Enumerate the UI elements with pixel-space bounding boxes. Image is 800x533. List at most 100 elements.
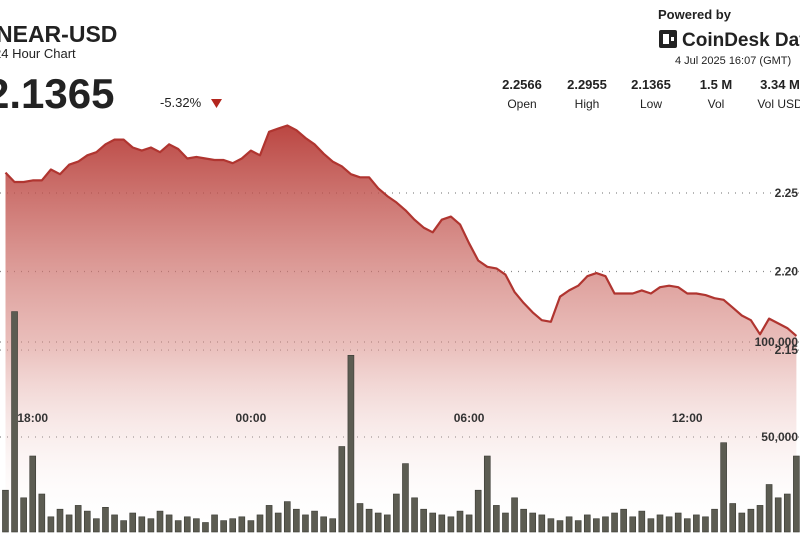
stat-value: 2.2955 bbox=[567, 77, 607, 92]
volume-bar bbox=[729, 503, 737, 533]
stat-label: Open bbox=[507, 97, 536, 111]
symbol: NEAR-USD bbox=[0, 21, 117, 47]
volume-bar bbox=[11, 311, 18, 533]
volume-bar bbox=[602, 516, 609, 533]
volume-bar bbox=[429, 512, 437, 533]
labels: 2.15 2.20 2.25 50,000 100,000 18:00 00:00 06:00… bbox=[17, 186, 798, 444]
volume-bar bbox=[29, 455, 37, 533]
volume-bar bbox=[647, 518, 655, 533]
volume-bar bbox=[720, 442, 727, 533]
plot-area: 2.15 2.20 2.25 50,000 100,000 18:00 00:00 06:00… bbox=[0, 124, 800, 533]
stat-value: 3.34 M bbox=[760, 77, 800, 92]
volume-bar bbox=[547, 518, 555, 533]
stat-label: High bbox=[575, 97, 600, 111]
y-tick-label: 2.20 bbox=[775, 265, 799, 279]
volume-bar bbox=[93, 518, 100, 533]
volume-bar bbox=[711, 508, 718, 533]
powered-by: Powered by bbox=[658, 7, 732, 22]
x-tick-label: 12:00 bbox=[672, 411, 703, 425]
volume-bar bbox=[747, 508, 755, 533]
stat-value: 1.5 M bbox=[700, 77, 733, 92]
stat-label: Vol bbox=[708, 97, 725, 111]
volume-bar bbox=[383, 514, 391, 533]
down-arrow bbox=[211, 99, 222, 108]
timestamp: 4 Jul 2025 16:07 (GMT) bbox=[675, 55, 791, 67]
change: -5.32% bbox=[160, 95, 202, 110]
volume-bar bbox=[129, 512, 137, 533]
area-fill bbox=[5, 125, 797, 533]
stat-value: 2.1365 bbox=[631, 77, 671, 92]
stat-value: 2.2566 bbox=[502, 77, 542, 92]
stat-label: Vol USD bbox=[757, 97, 800, 111]
volume-bar bbox=[138, 516, 146, 533]
volume-bar bbox=[629, 516, 637, 533]
volume-bar bbox=[293, 508, 300, 533]
volume-bar bbox=[538, 514, 546, 533]
volume-bar bbox=[320, 516, 327, 533]
volume-bar bbox=[402, 463, 409, 533]
volume-bar bbox=[520, 508, 527, 533]
volume-bar bbox=[247, 520, 255, 533]
volume-bar bbox=[120, 520, 127, 533]
volume-bar bbox=[574, 520, 582, 533]
volume-bar bbox=[302, 514, 309, 533]
volume-bar bbox=[529, 512, 537, 533]
volume-bar bbox=[665, 516, 673, 533]
volume-bar bbox=[774, 497, 782, 533]
volume-bar bbox=[356, 503, 364, 533]
volume-bar bbox=[556, 520, 564, 533]
volume-bar bbox=[411, 497, 418, 533]
volume-bar bbox=[74, 505, 82, 533]
x-tick-label: 00:00 bbox=[236, 411, 267, 425]
stat-label: Low bbox=[640, 97, 662, 111]
price-line bbox=[4, 124, 798, 337]
volume-bar bbox=[583, 514, 591, 533]
stats: 2.2566 Open 2.2955 High 2.1365 Low 1.5 M Vol 3.3… bbox=[502, 77, 800, 111]
volume-bar bbox=[174, 520, 182, 533]
volume-bar bbox=[456, 510, 464, 533]
volume-bar bbox=[165, 514, 173, 533]
volume-bar bbox=[438, 514, 446, 533]
volume-bar bbox=[365, 508, 373, 533]
volume-bar bbox=[783, 493, 791, 533]
volume-bar bbox=[474, 489, 482, 533]
volume-bar bbox=[47, 516, 55, 533]
volume-bar bbox=[220, 520, 227, 533]
volume-bar bbox=[156, 510, 164, 533]
header: NEAR-USD 24 Hour Chart 2.1365 -5.32% Pow… bbox=[0, 7, 800, 117]
volume-bar bbox=[683, 518, 691, 533]
volume-bar bbox=[211, 514, 218, 533]
bar-layer bbox=[2, 311, 800, 533]
volume-bar bbox=[702, 516, 709, 533]
volume-bar bbox=[693, 514, 700, 533]
volume-bar bbox=[20, 497, 27, 533]
volume-bar bbox=[493, 505, 500, 533]
volume-bar bbox=[738, 512, 746, 533]
volume-bar bbox=[183, 516, 191, 533]
brand-logo bbox=[659, 30, 677, 48]
x-tick-label: 18:00 bbox=[17, 411, 48, 425]
volume-bar bbox=[393, 493, 400, 533]
volume-bar bbox=[147, 518, 155, 533]
volume-bar bbox=[265, 505, 273, 533]
volume-bar bbox=[756, 505, 764, 533]
volume-bar bbox=[620, 508, 627, 533]
volume-bar bbox=[765, 484, 773, 533]
volume-bar bbox=[511, 497, 518, 533]
volume-bar bbox=[483, 455, 491, 533]
volume-bar bbox=[56, 508, 64, 533]
x-tick-label: 06:00 bbox=[454, 411, 485, 425]
volume-bar bbox=[347, 354, 355, 533]
volume-bar bbox=[238, 516, 246, 533]
volume-bar bbox=[311, 510, 318, 533]
volume-bar bbox=[638, 510, 646, 533]
volume-bar bbox=[256, 514, 264, 533]
volume-bar bbox=[593, 518, 600, 533]
volume-bar bbox=[274, 512, 282, 533]
volume-bar bbox=[656, 514, 664, 533]
volume-bar bbox=[465, 514, 473, 533]
volume-bar bbox=[2, 489, 9, 533]
volume-bar bbox=[283, 501, 291, 533]
